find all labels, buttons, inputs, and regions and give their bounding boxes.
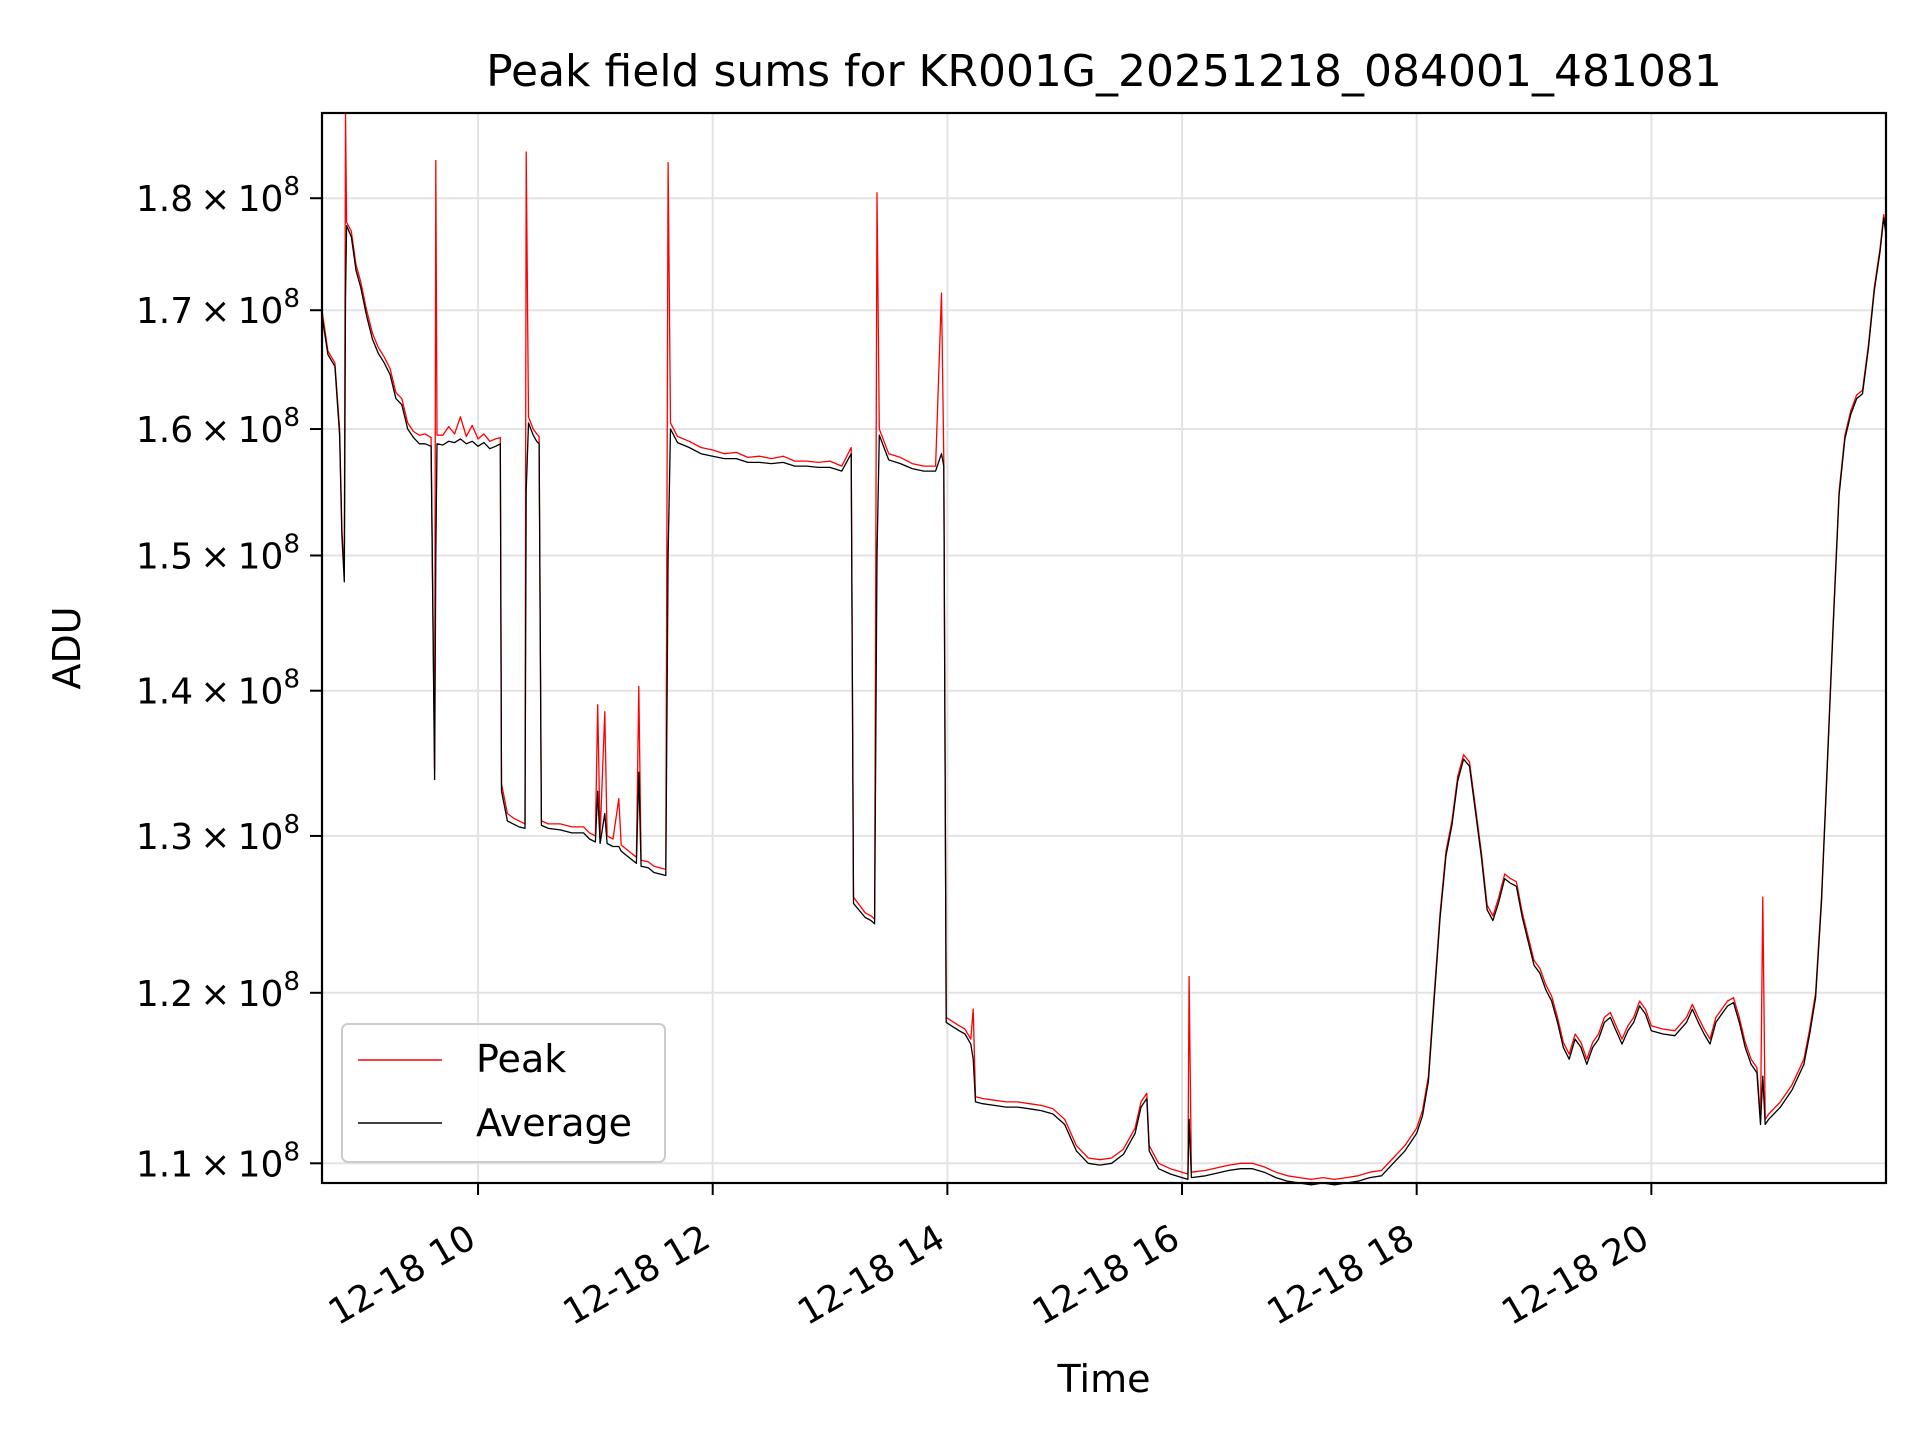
y-tick-label: 1.3 × 108: [136, 810, 300, 858]
y-tick-label: 1.8 × 108: [136, 172, 300, 220]
series-line-average: [321, 217, 1887, 1186]
legend-box: [341, 1023, 666, 1163]
chart-title: Peak field sums for KR001G_20251218_0840…: [486, 46, 1722, 97]
gridlines: [322, 113, 1886, 1183]
y-tick-label: 1.2 × 108: [136, 967, 300, 1015]
plot-area: [322, 113, 1886, 1183]
y-axis-label: ADU: [45, 606, 89, 689]
legend: Peak Average: [341, 1023, 666, 1163]
series-layer: [321, 112, 1887, 1186]
axes-frame: [320, 111, 1888, 1185]
x-axis-label: Time: [1057, 1357, 1151, 1401]
y-tick-label: 1.1 × 108: [136, 1137, 300, 1185]
legend-label-average: Average: [476, 1101, 632, 1145]
y-tick-label: 1.5 × 108: [136, 530, 300, 578]
y-tick-label: 1.6 × 108: [136, 403, 300, 451]
y-tick-label: 1.7 × 108: [136, 284, 300, 332]
y-axis-ticks: 1.1 × 108 1.2 × 108 1.3 × 108 1.4 × 108 1.5 …: [136, 172, 322, 1185]
y-tick-label: 1.4 × 108: [136, 665, 300, 713]
legend-label-peak: Peak: [476, 1037, 566, 1081]
